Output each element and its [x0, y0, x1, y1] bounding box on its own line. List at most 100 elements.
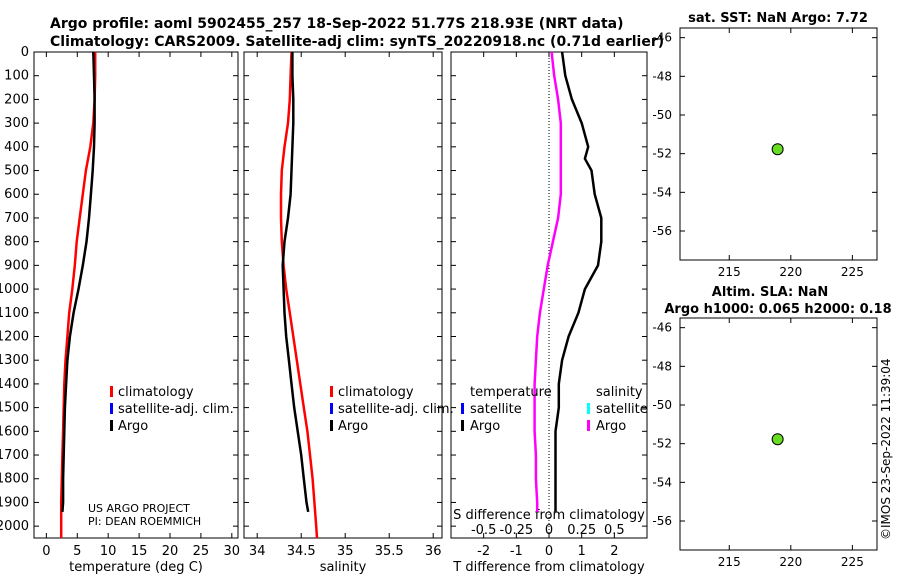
sdiff-xlabel: S difference from climatology: [453, 508, 645, 523]
depth-tick-label: 1400: [0, 377, 29, 392]
imos-watermark: ©IMOS 23-Sep-2022 11:39:04: [879, 358, 893, 540]
depth-tick-label: 1500: [0, 401, 29, 416]
salinity-x-tick-label: 36: [425, 544, 442, 559]
altim-map-lon-label: 225: [841, 555, 864, 569]
legend-salinity-title: salinity: [596, 385, 643, 400]
legend-satellite: satellite-adj. clim.: [338, 402, 454, 417]
difference-legend: temperature satellite Argo salinity sate…: [461, 385, 648, 434]
temperature-x-tick-label: 0: [42, 544, 50, 559]
tdiff-x-tick-label: 1: [578, 544, 586, 559]
depth-tick-label: 1900: [0, 495, 29, 510]
depth-tick-label: 400: [4, 140, 29, 155]
sst-map-lat-label: -48: [652, 69, 672, 83]
legend-climatology: climatology: [118, 385, 194, 400]
sst-map-lon-label: 220: [779, 265, 802, 279]
depth-tick-label: 1800: [0, 472, 29, 487]
salinity-panel: 34 34.5 35 35.5 36 salinity: [243, 51, 443, 575]
depth-tick-label: 100: [4, 69, 29, 84]
altimetry-map-panel: -46 -48 -50 -52 -54 -56 215 220 225: [652, 317, 878, 569]
legend-swatch-climatology: [110, 386, 113, 397]
salinity-x-tick-label: 35: [337, 544, 354, 559]
plot-frame: [679, 317, 878, 551]
altim-map-title-line1: Altim. SLA: NaN: [712, 285, 828, 300]
altim-map-lat-label: -50: [652, 398, 672, 412]
altim-map-title-line2: Argo h1000: 0.065 h2000: 0.18: [664, 302, 891, 317]
temperature-x-tick-label: 10: [100, 544, 117, 559]
altim-map-lat-label: -48: [652, 359, 672, 373]
legend-s-argo: Argo: [596, 419, 626, 434]
legend-swatch-argo: [330, 420, 333, 431]
sdiff-tick-label: 0: [545, 523, 553, 538]
depth-tick-label: 2000: [0, 519, 29, 534]
legend-argo: Argo: [338, 419, 368, 434]
sst-map-lon-label: 215: [718, 265, 741, 279]
legend-t-argo: Argo: [470, 419, 500, 434]
altim-map-lon-label: 220: [779, 555, 802, 569]
depth-tick-label: 800: [4, 235, 29, 250]
sst-map-lat-label: -52: [652, 147, 672, 161]
legend-swatch-s-satellite: [587, 403, 590, 414]
altim-map-lat-label: -54: [652, 475, 672, 489]
sst-map-lat-label: -46: [652, 31, 672, 45]
depth-tick-label: 900: [4, 258, 29, 273]
legend-swatch-climatology: [330, 386, 333, 397]
salinity-legend: climatology satellite-adj. clim. Argo: [330, 385, 454, 434]
salinity-line-argo: [281, 52, 310, 513]
tdiff-x-tick-label: -1: [510, 544, 523, 559]
temperature-panel: 0100200300400500600700800900100011001200…: [0, 45, 240, 575]
difference-panel: -2 -1 0 1 2 -0.5 -0.25 0 0.25 0.5S difference fro…: [450, 51, 648, 575]
legend-swatch-argo: [110, 420, 113, 431]
altim-map-lon-label: 215: [718, 555, 741, 569]
altim-map-argo-marker: [771, 433, 784, 446]
credit-pi: PI: DEAN ROEMMICH: [88, 515, 201, 528]
salinity-x-tick-label: 34: [249, 544, 266, 559]
plot-frame: [243, 51, 443, 539]
legend-climatology: climatology: [338, 385, 414, 400]
legend-temperature-title: temperature: [470, 385, 552, 400]
temperature-xlabel: temperature (deg C): [69, 560, 203, 575]
sst-map-panel: -46 -48 -50 -52 -54 -56 215 220 225: [652, 27, 878, 279]
sdiff-tick-label: 0.5: [604, 523, 625, 538]
tdiff-xlabel: T difference from climatology: [452, 560, 645, 575]
depth-tick-label: 300: [4, 116, 29, 131]
legend-swatch-satellite: [110, 403, 113, 414]
sst-map-argo-marker: [771, 143, 784, 156]
depth-tick-label: 500: [4, 164, 29, 179]
temperature-x-tick-label: 25: [193, 544, 210, 559]
sst-map-lon-label: 225: [841, 265, 864, 279]
legend-argo: Argo: [118, 419, 148, 434]
legend-satellite: satellite-adj. clim.: [118, 402, 234, 417]
temperature-line-climatology: [59, 52, 97, 538]
plot-frame: [33, 51, 239, 539]
legend-t-satellite: satellite: [470, 402, 522, 417]
sdiff-tick-label: 0.25: [567, 523, 596, 538]
legend-swatch-t-satellite: [461, 403, 464, 414]
tdiff-x-tick-label: 0: [545, 544, 553, 559]
depth-tick-label: 600: [4, 187, 29, 202]
temperature-line-argo: [61, 51, 96, 512]
sst-map-lat-label: -50: [652, 108, 672, 122]
sst-map-title: sat. SST: NaN Argo: 7.72: [688, 11, 868, 26]
sst-map-lat-label: -54: [652, 185, 672, 199]
altim-map-lat-label: -46: [652, 321, 672, 335]
depth-tick-label: 200: [4, 92, 29, 107]
salinity-xlabel: salinity: [320, 560, 367, 575]
tdiff-x-tick-label: 2: [610, 544, 618, 559]
depth-tick-label: 1300: [0, 353, 29, 368]
depth-tick-label: 1700: [0, 448, 29, 463]
depth-tick-label: 0: [21, 45, 29, 60]
tdiff-x-tick-label: -2: [477, 544, 490, 559]
legend-swatch-t-argo: [461, 420, 464, 431]
depth-tick-label: 1200: [0, 329, 29, 344]
salinity-x-tick-label: 35.5: [375, 544, 404, 559]
legend-s-satellite: satellite: [596, 402, 648, 417]
sdiff-tick-label: -0.5: [471, 523, 496, 538]
depth-tick-label: 1600: [0, 424, 29, 439]
title-line2: Climatology: CARS2009. Satellite-adj cli…: [50, 34, 664, 50]
salinity-line-climatology: [279, 51, 319, 539]
altim-map-lat-label: -52: [652, 437, 672, 451]
salinity-x-tick-label: 34.5: [287, 544, 316, 559]
legend-swatch-satellite: [330, 403, 333, 414]
temperature-x-tick-label: 20: [162, 544, 179, 559]
